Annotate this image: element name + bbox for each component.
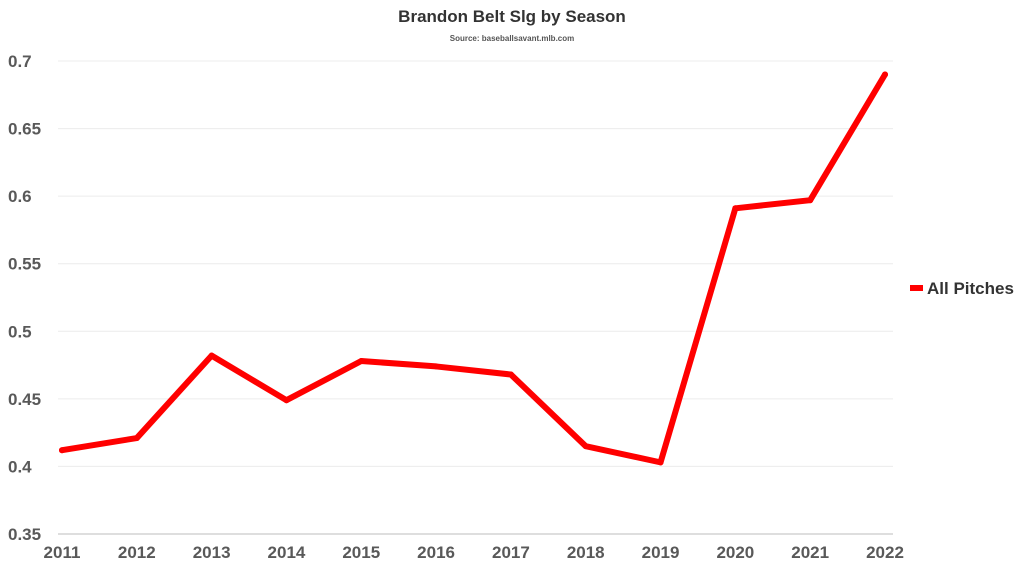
data-point [59, 447, 65, 454]
data-point [807, 197, 814, 204]
y-tick-label: 0.55 [8, 255, 41, 274]
y-tick-label: 0.5 [8, 322, 32, 341]
data-point [507, 371, 514, 378]
x-tick-label: 2018 [567, 543, 605, 562]
y-tick-label: 0.6 [8, 187, 32, 206]
data-point [358, 358, 365, 365]
x-tick-label: 2012 [118, 543, 156, 562]
x-tick-label: 2020 [716, 543, 754, 562]
data-point [732, 205, 739, 212]
legend: All Pitches [910, 279, 1014, 298]
x-tick-label: 2016 [417, 543, 455, 562]
data-point [582, 443, 589, 450]
data-point [208, 352, 215, 359]
chart-subtitle: Source: baseballsavant.mlb.com [449, 34, 575, 43]
data-point [657, 459, 664, 466]
x-tick-label: 2011 [44, 543, 81, 562]
series-layer [59, 71, 888, 466]
x-tick-label: 2015 [342, 543, 380, 562]
series-line [59, 71, 888, 466]
legend-label: All Pitches [927, 279, 1014, 298]
axis-layer: 0.35 0.4 0.45 0.5 0.55 0.6 0.65 0.7 2011 2012 2013… [8, 52, 904, 562]
y-tick-label: 0.7 [8, 52, 32, 71]
y-tick-label: 0.45 [8, 390, 41, 409]
chart-title: Brandon Belt Slg by Season [398, 7, 626, 26]
x-tick-label: 2014 [268, 543, 306, 562]
x-tick-label: 2017 [492, 543, 530, 562]
x-tick-label: 2022 [866, 543, 904, 562]
data-point [882, 71, 888, 78]
data-point [283, 397, 290, 404]
y-tick-label: 0.65 [8, 120, 41, 139]
y-tick-label: 0.35 [8, 525, 41, 544]
x-tick-label: 2021 [791, 543, 829, 562]
data-point [433, 363, 440, 370]
y-tick-label: 0.4 [8, 457, 32, 476]
x-tick-label: 2019 [642, 543, 680, 562]
data-point [133, 435, 140, 442]
x-tick-label: 2013 [193, 543, 231, 562]
grid-layer [58, 60, 893, 535]
